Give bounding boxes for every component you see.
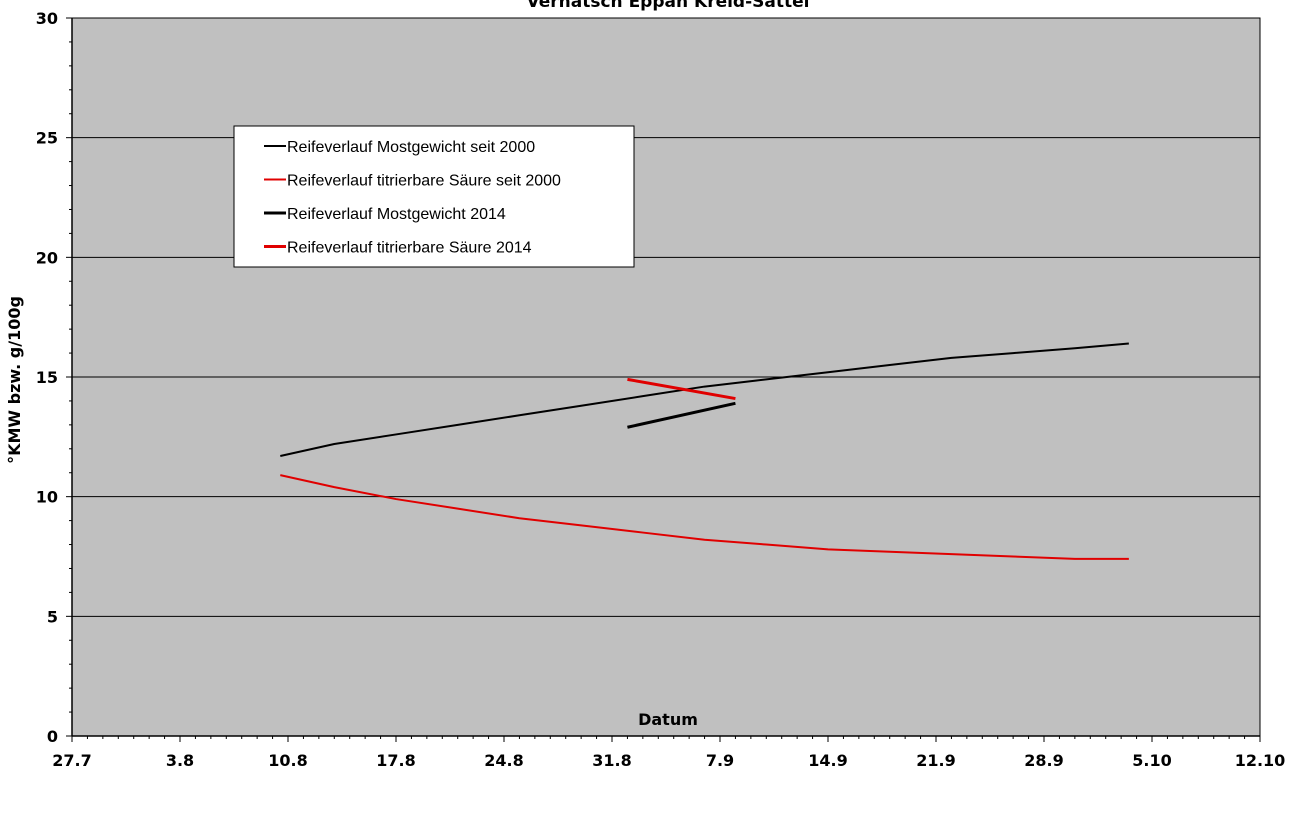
y-tick-label: 25 [36,129,58,148]
series-line-3 [627,401,736,429]
x-tick-label: 27.7 [52,751,91,770]
x-tick-label: 17.8 [376,751,415,770]
legend-entry-label: Reifeverlauf titrierbare Säure seit 2000 [287,173,561,190]
y-tick-label: 30 [36,9,58,28]
x-tick-label: 12.10 [1235,751,1286,770]
x-tick-label: 3.8 [166,751,194,770]
x-axis-label: Datum [638,710,698,729]
legend-entry-label: Reifeverlauf titrierbare Säure 2014 [287,240,532,257]
x-tick-label: 31.8 [592,751,631,770]
y-tick-label: 15 [36,368,58,387]
y-tick-label: 10 [36,488,58,507]
legend-entry-label: Reifeverlauf Mostgewicht 2014 [287,206,506,223]
series-line-2 [280,474,1129,560]
legend-box [233,125,635,268]
y-tick-labels: 0 5 10 15 20 25 30 [36,9,58,746]
x-tick-label: 24.8 [484,751,523,770]
y-tick-label: 0 [47,727,58,746]
x-tick-label: 5.10 [1132,751,1171,770]
x-tick-label: 28.9 [1024,751,1063,770]
x-tick-label: 21.9 [916,751,955,770]
series-line-4 [627,377,736,401]
legend-entry-label: Reifeverlauf Mostgewicht seit 2000 [287,139,535,156]
y-axis-label: °KMW bzw. g/100g [5,296,24,464]
y-tick-label: 20 [36,248,58,267]
x-tick-label: 7.9 [706,751,734,770]
chart-title: Vernatsch Eppan Kreid-Sattel [527,0,810,12]
series-line-1 [280,342,1129,457]
y-tick-label: 5 [47,607,58,626]
x-tick-label: 14.9 [808,751,847,770]
series-lines [280,342,1129,560]
legend: Reifeverlauf Mostgewicht seit 2000 Reifev… [233,125,635,268]
axes [66,17,1261,742]
x-tick-labels: 27.7 3.8 10.8 17.8 24.8 31.8 7.9 14.9 21.9 28.9 5.… [52,751,1285,770]
x-tick-label: 10.8 [268,751,307,770]
